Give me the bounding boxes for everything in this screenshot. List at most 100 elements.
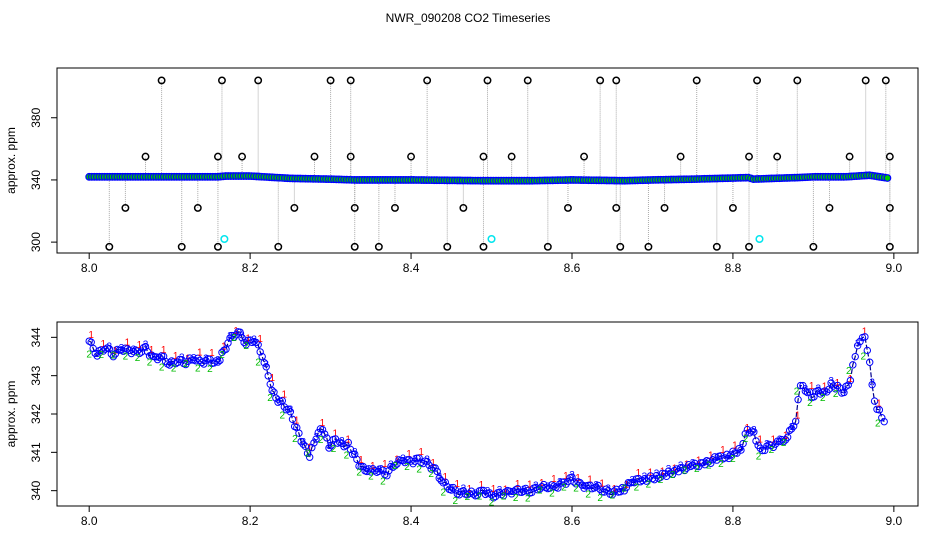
outlier-point <box>479 152 488 161</box>
outlier-point <box>793 76 802 85</box>
point-label: 3 <box>630 475 636 486</box>
outlier-point <box>193 203 202 212</box>
outlier-point <box>745 242 753 251</box>
point-label: 3 <box>751 425 757 436</box>
point-label: 1 <box>382 459 388 470</box>
outlier-point <box>350 242 359 251</box>
data-point <box>409 459 417 468</box>
outlier-point <box>753 76 762 85</box>
data-point <box>870 397 879 405</box>
point-label: 1 <box>100 339 106 350</box>
point-label: 3 <box>642 472 648 483</box>
data-point <box>214 358 222 366</box>
data-point <box>785 426 794 435</box>
outlier-point <box>290 203 299 212</box>
outlier-point <box>346 76 355 85</box>
data-point <box>186 354 194 362</box>
data-point <box>796 381 805 390</box>
plot-top-y-tick-label: 340 <box>29 170 43 190</box>
point-label: 2 <box>537 486 543 497</box>
outlier-point <box>885 203 894 212</box>
data-point <box>485 489 494 497</box>
point-label: 1 <box>876 398 882 409</box>
data-point <box>868 380 876 389</box>
point-label: 3 <box>179 353 185 364</box>
data-point <box>381 470 389 479</box>
point-label: 2 <box>453 496 459 507</box>
data-point <box>147 351 156 359</box>
outlier-point <box>350 203 359 212</box>
data-point <box>383 472 391 480</box>
point-label: 1 <box>282 390 288 401</box>
point-label: 2 <box>846 366 852 377</box>
data-point <box>305 453 314 461</box>
outlier-point <box>254 76 263 85</box>
point-label: 1 <box>479 480 485 491</box>
data-point <box>789 422 798 430</box>
data-point <box>226 334 234 342</box>
outlier-point <box>845 152 854 161</box>
data-point <box>427 465 435 473</box>
point-label: 2 <box>718 459 724 470</box>
plot-bottom-y-tick-label: 341 <box>29 442 43 462</box>
plot-bottom-x-tick-label: 8.0 <box>81 514 98 528</box>
point-label: 2 <box>111 350 117 361</box>
point-label: 2 <box>465 492 471 503</box>
outlier-point <box>712 242 721 251</box>
data-point <box>303 449 312 458</box>
outlier-point <box>157 76 166 85</box>
data-point <box>111 350 120 358</box>
outlier-point <box>407 152 416 161</box>
data-point <box>507 490 516 498</box>
data-point <box>238 334 246 342</box>
data-point <box>344 438 352 447</box>
point-label: 1 <box>125 337 131 348</box>
point-label: 3 <box>203 353 209 364</box>
point-label: 2 <box>743 434 749 445</box>
point-label: 2 <box>440 488 446 499</box>
data-point <box>576 478 584 487</box>
point-label: 3 <box>275 395 281 406</box>
data-point <box>433 467 441 476</box>
data-point <box>286 408 295 416</box>
point-label: 1 <box>611 484 617 495</box>
data-point <box>846 376 855 385</box>
point-label: 2 <box>255 358 261 369</box>
data-point <box>268 386 276 395</box>
point-label: 2 <box>585 490 591 501</box>
point-label: 1 <box>720 445 726 456</box>
outlier-point <box>809 242 818 251</box>
data-point <box>308 443 316 452</box>
point-label: 1 <box>862 327 868 338</box>
data-point <box>554 484 562 492</box>
data-point <box>415 454 423 462</box>
outlier-point <box>177 242 186 251</box>
outlier-point <box>644 242 653 251</box>
data-point <box>256 348 264 356</box>
data-point <box>133 347 142 355</box>
outlier-point <box>676 152 685 161</box>
data-point <box>801 387 810 395</box>
point-label: 3 <box>533 480 539 491</box>
data-point <box>377 465 385 473</box>
point-label: 1 <box>515 479 521 490</box>
data-point <box>278 396 287 405</box>
data-point <box>499 491 508 500</box>
point-label: 1 <box>197 347 203 358</box>
point-label: 3 <box>339 436 345 447</box>
plot-top-x-tick-label: 8.0 <box>81 261 98 275</box>
point-label: 3 <box>869 378 875 389</box>
data-point <box>616 488 624 496</box>
outlier-point <box>218 76 226 85</box>
point-label: 1 <box>696 455 702 466</box>
point-label: 2 <box>231 333 237 344</box>
data-point <box>135 349 144 358</box>
point-label: 1 <box>672 463 678 474</box>
point-label: 1 <box>822 381 828 392</box>
point-label: 1 <box>418 447 424 458</box>
outlier-point <box>885 152 894 161</box>
point-label: 2 <box>86 349 92 360</box>
plot-top-x-tick-label: 8.4 <box>403 261 420 275</box>
point-label: 3 <box>714 453 720 464</box>
outlier-point <box>596 76 605 85</box>
